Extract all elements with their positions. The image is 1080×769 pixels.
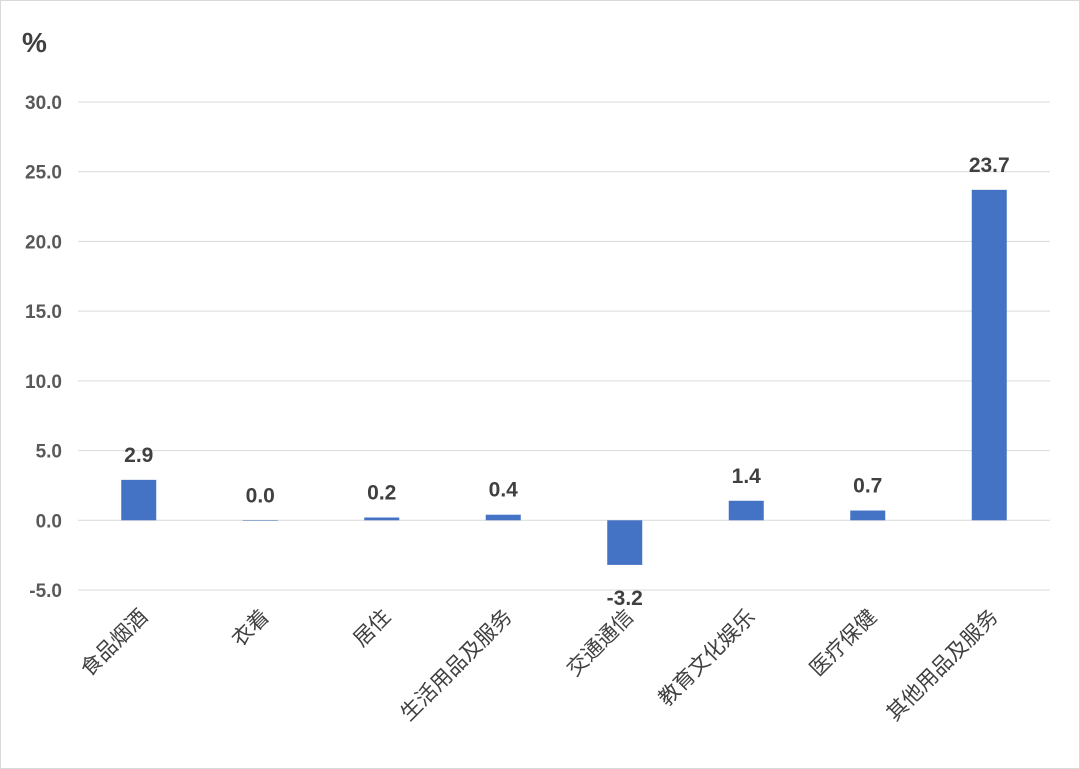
data-label: 1.4	[732, 465, 762, 488]
x-category-label: 教育文化娱乐	[654, 605, 760, 711]
data-label: 0.4	[489, 479, 519, 502]
x-category-label: 生活用品及服务	[396, 605, 517, 726]
data-label: 2.9	[124, 444, 153, 467]
bar	[728, 500, 764, 521]
y-tick-label: 20.0	[25, 232, 62, 253]
y-tick-label: 10.0	[25, 372, 62, 393]
data-label: 0.2	[367, 481, 396, 504]
x-category-label: 交通通信	[562, 605, 638, 681]
bar	[121, 479, 157, 521]
y-tick-label: 0.0	[36, 511, 62, 532]
x-category-label: 居住	[349, 605, 396, 652]
bar	[242, 520, 278, 521]
x-category-label: 衣着	[227, 605, 274, 652]
y-tick-label: 25.0	[25, 163, 62, 184]
data-label: 23.7	[969, 154, 1010, 177]
y-unit-label: %	[22, 27, 47, 58]
data-label: 0.7	[853, 475, 882, 498]
x-category-label: 其他用品及服务	[882, 605, 1003, 726]
bar	[850, 510, 886, 521]
x-category-label: 医疗保健	[805, 605, 881, 681]
bar	[607, 520, 643, 565]
bar	[971, 189, 1007, 521]
bar	[485, 514, 521, 521]
x-category-label: 食品烟酒	[76, 605, 152, 681]
y-tick-label: 30.0	[25, 93, 62, 114]
data-label: -3.2	[607, 587, 643, 610]
y-tick-label: 5.0	[36, 442, 62, 463]
bar	[364, 517, 400, 521]
data-label: 0.0	[246, 484, 275, 507]
y-tick-label: 15.0	[25, 302, 62, 323]
y-tick-label: -5.0	[29, 581, 62, 602]
